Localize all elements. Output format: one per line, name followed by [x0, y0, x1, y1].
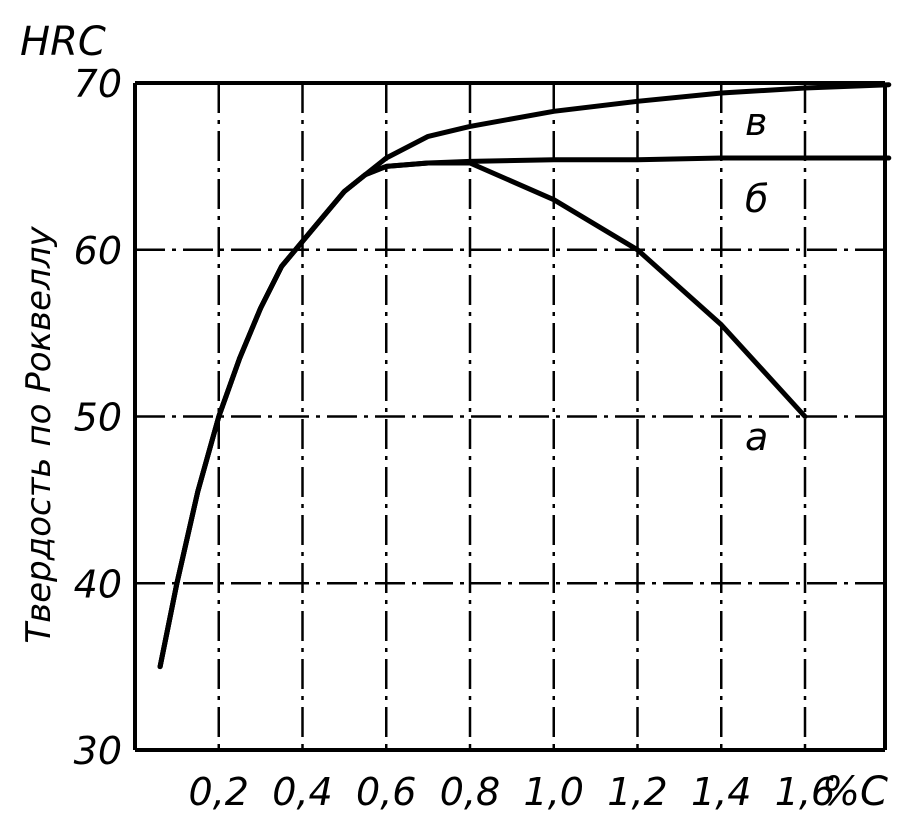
series-label-a: а: [745, 415, 768, 459]
x-tick-label-1: 0,4: [272, 770, 332, 814]
y-tick-label-4: 70: [74, 62, 122, 106]
grid-lines: [135, 83, 885, 750]
y-tick-label-1: 40: [74, 562, 122, 606]
series-line-2: [157, 82, 892, 670]
axes: [133, 81, 887, 752]
y-tick-label-2: 50: [74, 396, 122, 440]
series-line-1: [157, 155, 892, 670]
x-tick-label-7: 1,6: [775, 770, 835, 814]
tick-labels: 0,2 0,4 0,6 0,8 1,0 1,2 1,4 1,6 30 40 50 60 70: [74, 62, 836, 814]
x-tick-label-2: 0,6: [356, 770, 416, 814]
x-tick-label-3: 0,8: [440, 770, 500, 814]
x-tick-label-6: 1,4: [691, 770, 751, 814]
y-units-label: HRC: [20, 19, 106, 65]
series-lines: [157, 82, 892, 670]
x-tick-label-5: 1,2: [607, 770, 667, 814]
x-units-label: %C: [822, 769, 888, 815]
x-tick-label-4: 1,0: [524, 770, 584, 814]
series-label-b: б: [745, 177, 768, 221]
y-tick-label-0: 30: [74, 729, 122, 773]
y-tick-label-3: 60: [74, 229, 122, 273]
x-tick-label-0: 0,2: [189, 770, 249, 814]
series-label-v: в: [745, 100, 767, 144]
series-line-0: [157, 160, 808, 670]
y-axis-title: Твердость по Роквеллу: [19, 226, 59, 644]
